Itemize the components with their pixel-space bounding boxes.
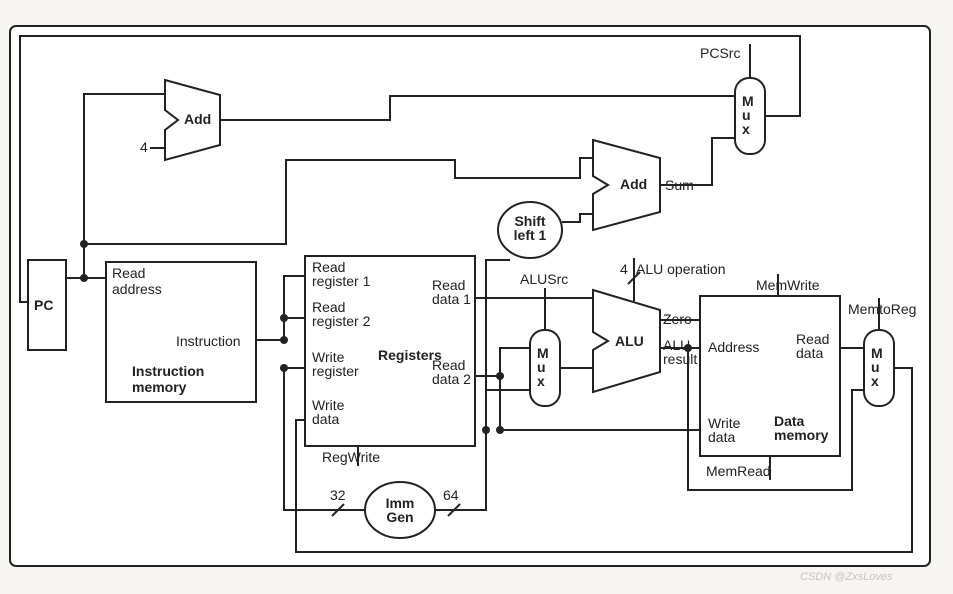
rf-regwrite: RegWrite — [322, 449, 380, 465]
n-alu — [684, 344, 692, 352]
dmem-memwrite: MemWrite — [756, 277, 820, 293]
dmem-memread: MemRead — [706, 463, 771, 479]
immgen-label: ImmGen — [386, 495, 415, 525]
shift-label: Shiftleft 1 — [514, 213, 547, 243]
dmem-addr: Address — [708, 339, 759, 355]
rf-rd2: Readdata 2 — [432, 357, 471, 387]
pc-label: PC — [34, 297, 53, 313]
add2-label: Add — [620, 176, 647, 192]
n-rd2b — [496, 426, 504, 434]
n-instr-a — [280, 336, 288, 344]
add1-const: 4 — [140, 139, 148, 155]
n-pc-tap — [80, 274, 88, 282]
add1-label: Add — [184, 111, 211, 127]
n-instr-c — [280, 364, 288, 372]
mux-alusrc-ctrl: ALUSrc — [520, 271, 568, 287]
n-instr-b — [280, 314, 288, 322]
immgen-in-bits: 32 — [330, 487, 346, 503]
n-rd2 — [496, 372, 504, 380]
watermark: CSDN @ZxsLoves — [800, 571, 893, 583]
imem-instr: Instruction — [176, 333, 241, 349]
datapath-diagram: PC Readaddress Instruction Instructionme… — [0, 0, 953, 594]
rf-rd1: Readdata 1 — [432, 277, 471, 307]
mux-m2r-ctrl: MemtoReg — [848, 301, 916, 317]
alu-op-bits: 4 — [620, 261, 628, 277]
alu-label: ALU — [615, 333, 644, 349]
immgen-out-bits: 64 — [443, 487, 459, 503]
mux-pcsrc-ctrl: PCSrc — [700, 45, 740, 61]
alu-op: ALU operation — [636, 261, 726, 277]
n-pc-tap2 — [80, 240, 88, 248]
n-imm — [482, 426, 490, 434]
